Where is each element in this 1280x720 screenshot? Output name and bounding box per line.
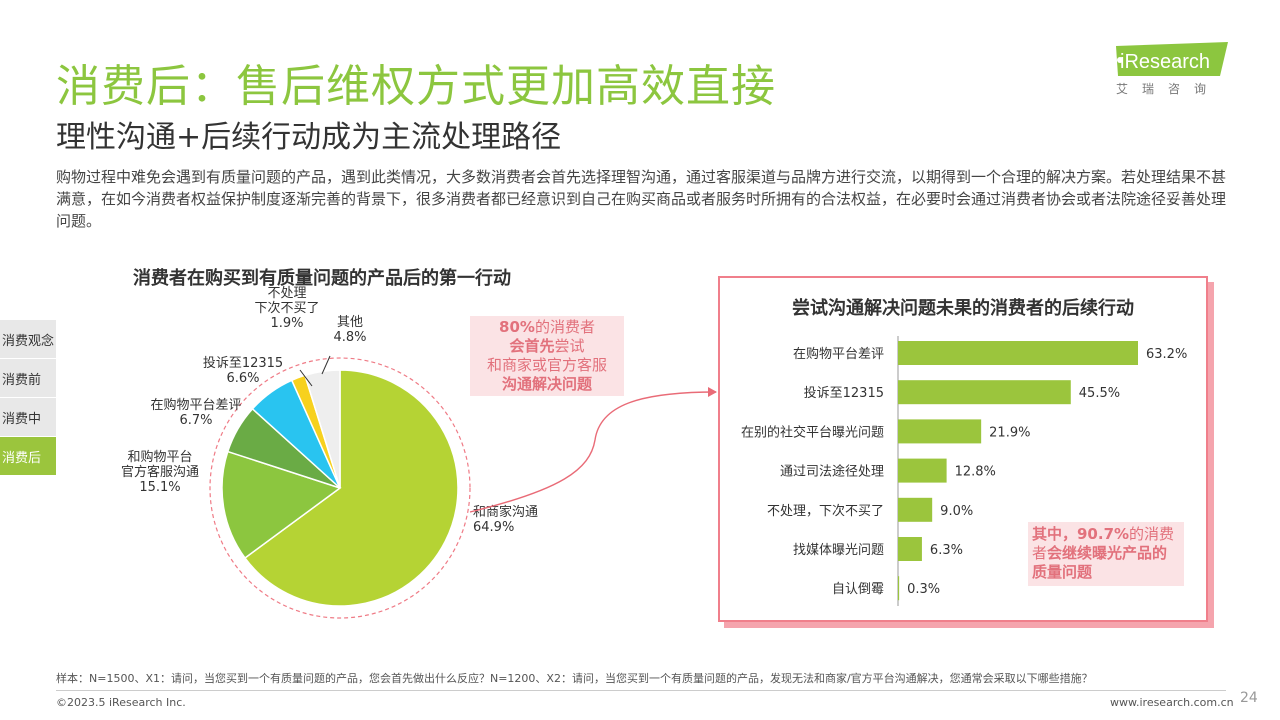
- pie-slice-label: 在购物平台差评: [150, 397, 241, 413]
- callout2-text-1: 的消费: [1129, 525, 1175, 543]
- connector-curve: [469, 391, 717, 513]
- footer-note: 样本：N=1500、X1：请问，当您买到一个有质量问题的产品，您会首先做出什么反…: [56, 672, 1093, 685]
- callout-text-2-bold: 会首先: [509, 337, 555, 355]
- pie-slice-label: 6.7%: [179, 413, 212, 428]
- page-number: 24: [1240, 690, 1258, 706]
- pie-slice-label: 4.8%: [333, 330, 366, 345]
- bar-chart-title: 尝试沟通解决问题未果的消费者的后续行动: [792, 298, 1134, 319]
- pie-slice: [304, 369, 341, 489]
- pie-slice-label: 投诉至12315: [203, 355, 283, 371]
- section-nav: 消费观念 消费前 消费中 消费后: [0, 320, 56, 476]
- connector-arrow: [708, 387, 717, 397]
- callout-text-1: 的消费者: [534, 318, 595, 336]
- callout2-bold-3: 质量问题: [1032, 563, 1093, 581]
- pie-slice: [290, 374, 341, 489]
- pie-slice-label: 64.9%: [473, 520, 514, 535]
- callout2-text-2: 者: [1032, 544, 1048, 562]
- pie-slice-label: 和商家沟通: [473, 504, 538, 520]
- page-subtitle: 理性沟通+后续行动成为主流处理路径: [56, 120, 562, 155]
- page-title: 消费后：售后维权方式更加高效直接: [56, 61, 776, 112]
- pie-dashed-ring: [209, 357, 471, 619]
- pie-callout: 80%的消费者 会首先尝试 和商家或官方客服 沟通解决问题: [470, 316, 624, 396]
- nav-item-before[interactable]: 消费前: [0, 359, 56, 397]
- pie-slice: [243, 369, 459, 607]
- pie-slice-label: 和购物平台: [127, 449, 192, 465]
- bar-callout: 其中，90.7%的消费 者会继续曝光产品的 质量问题: [1028, 522, 1184, 586]
- pie-leader-line: [299, 369, 313, 387]
- pie-leader-line: [321, 355, 331, 375]
- nav-item-after[interactable]: 消费后: [0, 437, 56, 475]
- callout2-bold-1: 其中，90.7%: [1032, 525, 1130, 543]
- callout-text-4: 沟通解决问题: [501, 375, 592, 393]
- callout2-bold-2: 会继续曝光产品的: [1047, 544, 1168, 562]
- callout-pct: 80%: [499, 318, 535, 336]
- nav-item-during[interactable]: 消费中: [0, 398, 56, 436]
- callout-text-3: 和商家或官方客服: [486, 356, 607, 374]
- iresearch-logo: iResearch: [1116, 42, 1228, 76]
- footer-divider: [56, 690, 1226, 691]
- pie-slice: [226, 407, 341, 489]
- logo-cn-text: 艾瑞咨询: [1116, 82, 1221, 96]
- pie-slice-label: 官方客服沟通: [121, 464, 199, 480]
- pie-slice: [221, 450, 342, 560]
- website: www.iresearch.com.cn: [1110, 696, 1234, 709]
- pie-slice-label: 下次不买了: [254, 300, 319, 316]
- callout-text-2: 尝试: [554, 337, 585, 355]
- pie-slice-label: 15.1%: [139, 480, 180, 495]
- pie-slice-label: 其他: [337, 315, 363, 330]
- copyright: ©2023.5 iResearch Inc.: [56, 696, 186, 709]
- nav-item-concept[interactable]: 消费观念: [0, 320, 56, 358]
- pie-slice: [251, 379, 341, 489]
- svg-text:iResearch: iResearch: [1120, 51, 1210, 73]
- pie-slice-label: 1.9%: [270, 316, 303, 331]
- page-description: 购物过程中难免会遇到有质量问题的产品，遇到此类情况，大多数消费者会首先选择理智沟…: [56, 168, 1227, 230]
- pie-chart-title: 消费者在购买到有质量问题的产品后的第一行动: [133, 268, 511, 289]
- pie-slice-label: 6.6%: [226, 371, 259, 386]
